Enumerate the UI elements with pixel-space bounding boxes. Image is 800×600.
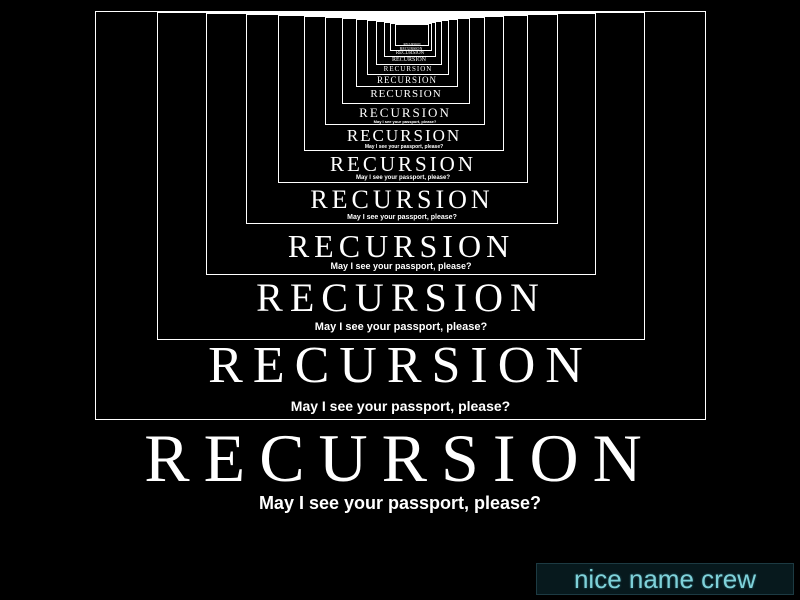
recursion-frame-2: RECURSION May I see your passport, pleas…: [157, 12, 645, 340]
recursion-title-6: RECURSION: [346, 126, 462, 145]
recursion-caption-7: May I see your passport, please?: [373, 119, 437, 124]
recursion-frame-7: RECURSION May I see your passport, pleas…: [325, 17, 485, 125]
recursion-frame-6: RECURSION May I see your passport, pleas…: [304, 16, 504, 151]
poster-title: RECURSION: [144, 420, 656, 496]
recursion-caption-2: May I see your passport, please?: [314, 321, 488, 333]
recursion-frame-8: RECURSION RECURSION RECURSION RECURSION: [342, 18, 470, 104]
recursion-caption-5: May I see your passport, please?: [355, 175, 451, 181]
recursion-caption-6: May I see your passport, please?: [364, 144, 444, 150]
recursion-title-12: RECURSION: [395, 51, 425, 56]
recursion-frame-14: RECURSION: [395, 24, 429, 46]
recursion-title-9: RECURSION: [376, 75, 437, 85]
recursion-title-3: RECURSION: [287, 228, 515, 264]
recursion-title-4: RECURSION: [310, 185, 494, 214]
recursion-title-11: RECURSION: [391, 57, 426, 63]
recursion-frame-9: RECURSION RECURSION RECURSION RECURSION: [356, 19, 458, 87]
recursion-frame-3: RECURSION May I see your passport, pleas…: [206, 13, 596, 275]
poster-caption: May I see your passport, please?: [258, 493, 542, 513]
recursion-title-5: RECURSION: [329, 152, 477, 176]
recursion-frame-13: RECURSION RECURSION: [390, 23, 432, 51]
recursion-caption-1: May I see your passport, please?: [290, 398, 511, 414]
recursion-frame-4: RECURSION May I see your passport, pleas…: [246, 14, 558, 224]
recursion-frame-5: RECURSION May I see your passport, pleas…: [278, 15, 528, 183]
recursion-title-10: RECURSION: [383, 65, 433, 73]
recursion-title-7: RECURSION: [359, 105, 451, 120]
recursion-frame-11: RECURSION RECURSION RECURSION RE: [376, 21, 442, 65]
recursion-caption-3: May I see your passport, please?: [330, 261, 472, 271]
recursion-title-13: RECURSION: [399, 46, 423, 51]
recursion-frame-10: RECURSION RECURSION RECURSION RECURSION: [367, 20, 449, 75]
watermark-logo: nice name crew: [536, 563, 794, 595]
recursion-title-14: RECURSION: [403, 42, 421, 46]
recursion-caption-4: May I see your passport, please?: [347, 214, 457, 221]
recursion-title-1: RECURSION: [208, 337, 593, 394]
recursion-frame-1: RECURSION May I see your passport, pleas…: [95, 11, 706, 420]
recursion-title-2: RECURSION: [256, 275, 546, 320]
recursion-title-8: RECURSION: [370, 88, 442, 100]
recursion-frame-12: RECURSION RECURSION RECURSION: [384, 22, 436, 57]
